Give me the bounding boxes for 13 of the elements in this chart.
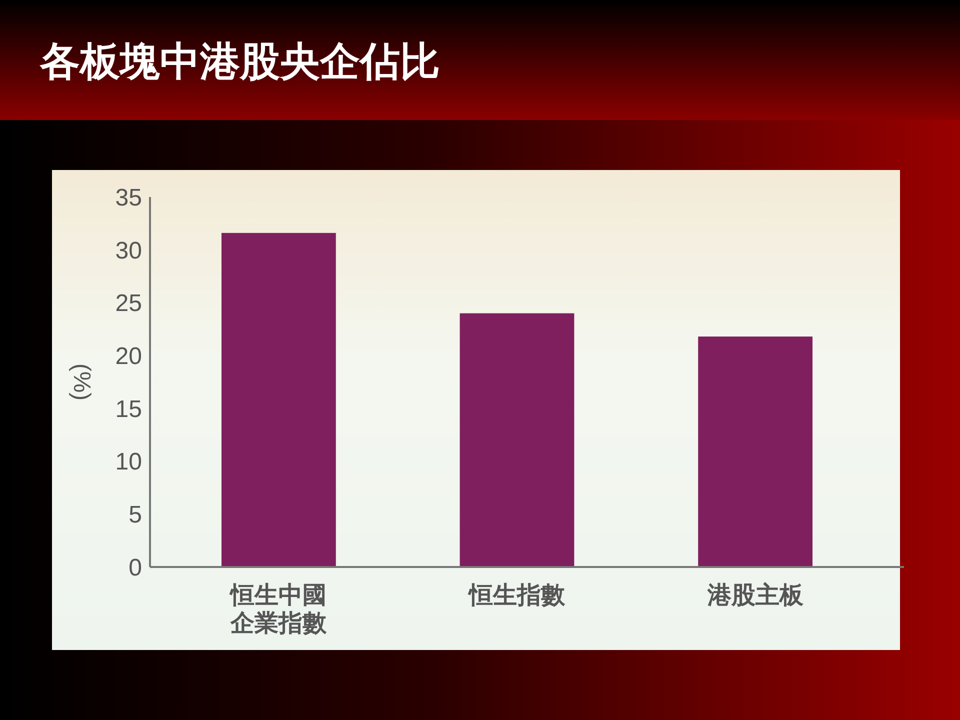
y-tick-label: 10: [115, 448, 142, 476]
y-tick-label: 25: [115, 290, 142, 318]
y-axis-title: (%): [68, 363, 95, 401]
y-tick-label: 20: [115, 342, 142, 370]
y-tick-label: 0: [128, 554, 142, 582]
x-tick-label: 恒生指數: [467, 581, 566, 609]
chart-title: 各板塊中港股央企佔比: [39, 39, 440, 85]
y-tick-label: 35: [115, 184, 142, 212]
x-tick-label: 港股主板: [706, 581, 804, 609]
y-tick-label: 5: [128, 502, 142, 529]
y-tick-label: 15: [115, 396, 142, 423]
x-tick-label: 恒生中國企業指數: [228, 581, 328, 637]
y-tick-label: 30: [115, 237, 142, 264]
